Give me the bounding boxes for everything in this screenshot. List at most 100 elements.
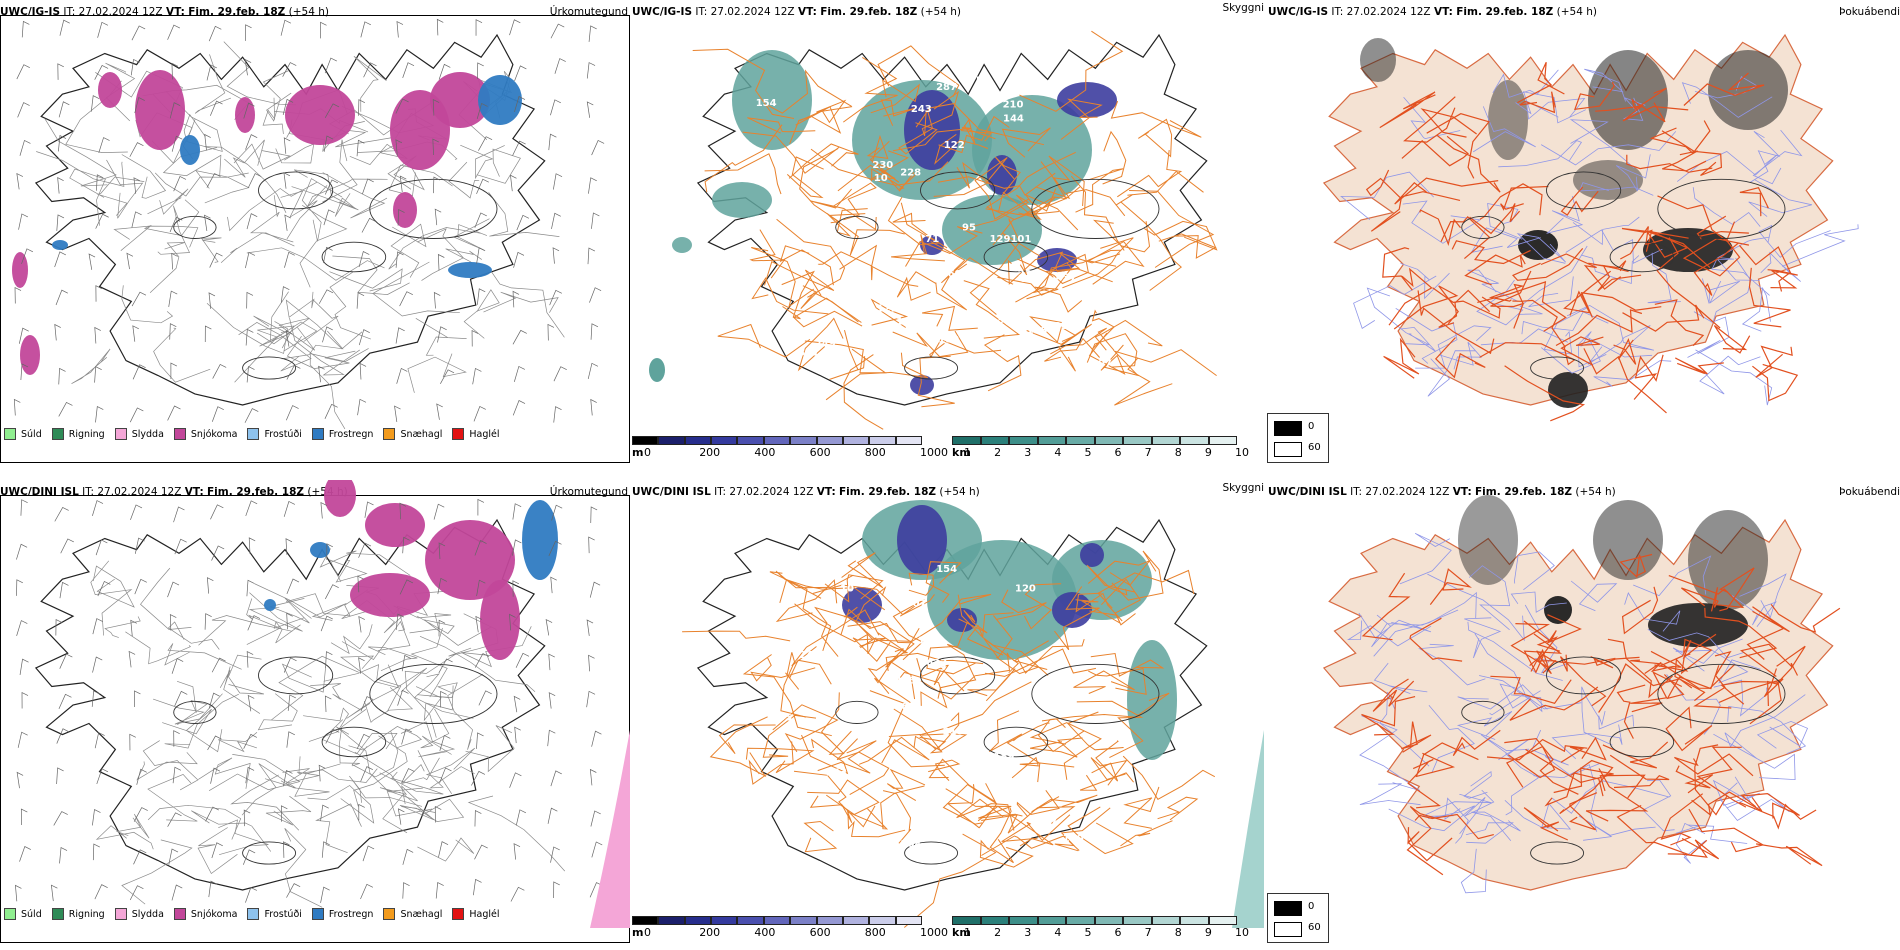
road-line bbox=[1688, 808, 1765, 853]
road-line bbox=[157, 205, 191, 255]
cloud-base-label: 10 bbox=[840, 583, 854, 594]
wind-barb bbox=[243, 809, 251, 827]
wind-barb bbox=[395, 98, 409, 114]
road-line bbox=[870, 298, 909, 328]
wind-barb bbox=[286, 883, 301, 898]
road-line bbox=[230, 774, 300, 831]
wind-barb bbox=[587, 362, 599, 380]
wind-barb bbox=[553, 366, 567, 382]
road-line bbox=[779, 245, 834, 286]
road-line bbox=[1656, 237, 1721, 329]
fog-index-area bbox=[1688, 510, 1768, 610]
wind-barb bbox=[548, 133, 557, 151]
road-line bbox=[812, 584, 935, 616]
river-line bbox=[1402, 200, 1482, 244]
road-line bbox=[1739, 801, 1817, 830]
legend-label: Snæhagl bbox=[400, 908, 443, 920]
road-line bbox=[996, 589, 1047, 620]
road-line bbox=[1740, 792, 1800, 819]
wind-barb bbox=[358, 329, 370, 346]
road-line bbox=[1383, 337, 1420, 379]
wind-barb bbox=[362, 845, 375, 862]
wind-barb bbox=[550, 23, 565, 39]
road-line bbox=[1086, 564, 1135, 596]
road-line bbox=[742, 131, 840, 174]
road-line bbox=[1067, 806, 1134, 855]
road-line bbox=[379, 771, 444, 795]
wind-barb bbox=[357, 575, 364, 593]
colorbar-segment bbox=[1208, 436, 1237, 445]
glacier-outline bbox=[1530, 356, 1585, 380]
wind-barb bbox=[245, 887, 257, 903]
road-line bbox=[147, 804, 242, 840]
cloud-low-area bbox=[712, 182, 772, 218]
road-line bbox=[1469, 203, 1521, 235]
river-line bbox=[1395, 307, 1458, 364]
legend-swatch bbox=[4, 428, 16, 440]
cloud-base-label: 154 bbox=[936, 564, 957, 575]
road-line bbox=[140, 567, 192, 630]
road-line bbox=[346, 667, 428, 719]
fog-legend-swatch bbox=[1274, 922, 1302, 937]
road-line bbox=[1559, 759, 1614, 815]
wind-barb bbox=[548, 653, 555, 671]
road-line bbox=[974, 157, 1029, 220]
wind-barb bbox=[59, 653, 73, 669]
fog-index-area bbox=[1488, 80, 1528, 160]
road-line bbox=[1432, 287, 1501, 319]
road-line bbox=[908, 572, 935, 596]
legend-item: Slydda bbox=[114, 428, 164, 440]
wind-barb bbox=[56, 214, 65, 231]
wind-barb bbox=[547, 323, 555, 341]
wind-barb bbox=[280, 805, 288, 822]
colorbar-segment bbox=[952, 916, 981, 925]
road-line bbox=[1500, 185, 1549, 211]
road-line bbox=[925, 561, 962, 603]
road-line bbox=[1523, 807, 1569, 841]
road-line bbox=[1158, 233, 1217, 259]
road-line bbox=[1022, 161, 1067, 216]
wind-barb bbox=[551, 212, 561, 230]
wind-barb bbox=[284, 251, 295, 268]
wind-barb bbox=[170, 362, 178, 380]
wind-barb bbox=[516, 214, 530, 231]
snow-area bbox=[135, 70, 185, 150]
colorbar-segment bbox=[1094, 916, 1123, 925]
road-line bbox=[1509, 686, 1599, 721]
wind-barb bbox=[476, 579, 486, 597]
legend-item: Frostregn bbox=[311, 428, 373, 440]
road-line bbox=[892, 127, 996, 152]
precip-legend: Súld Rigning Slydda Snjókoma Frostúði Frostre… bbox=[4, 908, 510, 920]
panel-header: UWC/IG-IS IT: 27.02.2024 12Z VT: Fim. 29… bbox=[632, 6, 961, 18]
road-line bbox=[945, 788, 1023, 819]
road-line bbox=[1110, 100, 1202, 138]
colorbar-segment bbox=[658, 916, 685, 925]
wind-barb bbox=[211, 657, 226, 673]
legend-swatch bbox=[247, 908, 260, 920]
road-line bbox=[1002, 232, 1041, 276]
wind-barb bbox=[211, 842, 223, 859]
wind-barb bbox=[318, 365, 325, 383]
wind-barb bbox=[18, 327, 29, 344]
cloud-base-label: 71 bbox=[925, 234, 939, 245]
wind-barb bbox=[283, 500, 296, 517]
road-line bbox=[1486, 738, 1588, 761]
wind-barb bbox=[247, 694, 255, 712]
cloud-low-area bbox=[672, 237, 692, 253]
wind-barb bbox=[128, 650, 136, 668]
wind-barb bbox=[512, 140, 526, 156]
road-line bbox=[918, 711, 960, 750]
glacier-outline bbox=[1546, 656, 1622, 695]
wind-barb bbox=[399, 579, 414, 595]
road-line bbox=[445, 248, 482, 264]
wind-barb bbox=[282, 62, 297, 77]
wind-barb bbox=[439, 734, 451, 751]
road-line bbox=[1054, 586, 1100, 651]
road-line bbox=[983, 615, 1019, 674]
river-line bbox=[1456, 711, 1513, 740]
wind-barb bbox=[325, 728, 340, 744]
road-line bbox=[1580, 292, 1662, 318]
colorbar-segment bbox=[869, 916, 896, 925]
wind-barb bbox=[475, 19, 483, 36]
glacier-outline bbox=[1546, 171, 1622, 210]
